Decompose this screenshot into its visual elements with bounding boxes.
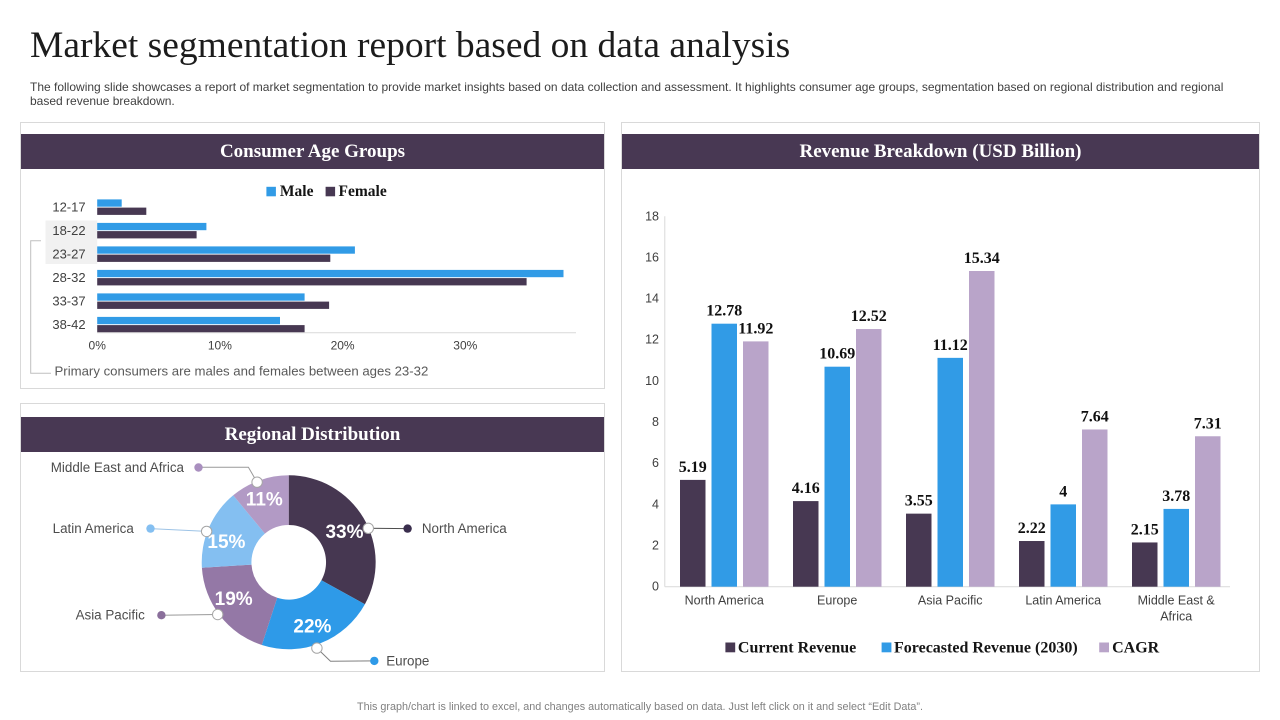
svg-text:28-32: 28-32: [52, 270, 85, 285]
svg-text:4.16: 4.16: [792, 480, 820, 497]
svg-text:23-27: 23-27: [52, 247, 85, 262]
svg-text:2: 2: [652, 539, 659, 553]
svg-text:Middle East and Africa: Middle East and Africa: [51, 460, 185, 475]
svg-text:8: 8: [652, 415, 659, 429]
svg-text:Latin America: Latin America: [53, 521, 135, 536]
svg-text:19%: 19%: [215, 589, 253, 610]
svg-text:15.34: 15.34: [964, 250, 1000, 267]
svg-text:4: 4: [652, 497, 659, 511]
svg-text:18-22: 18-22: [52, 223, 85, 238]
svg-text:6: 6: [652, 456, 659, 470]
svg-text:0%: 0%: [89, 339, 107, 353]
svg-text:Asia Pacific: Asia Pacific: [76, 608, 146, 623]
svg-text:11.12: 11.12: [933, 337, 968, 354]
svg-text:12.52: 12.52: [851, 308, 887, 325]
svg-text:Male: Male: [280, 183, 314, 200]
svg-text:10%: 10%: [208, 339, 232, 353]
svg-text:Europe: Europe: [386, 653, 429, 668]
svg-text:4: 4: [1059, 483, 1067, 500]
svg-text:7.64: 7.64: [1081, 409, 1109, 426]
svg-text:Asia Pacific: Asia Pacific: [918, 594, 983, 608]
svg-text:10: 10: [645, 374, 659, 388]
svg-text:2.22: 2.22: [1018, 520, 1046, 537]
svg-text:Forecasted Revenue (2030): Forecasted Revenue (2030): [894, 639, 1078, 656]
svg-text:22%: 22%: [293, 617, 331, 638]
svg-text:Africa: Africa: [1160, 610, 1192, 624]
svg-text:33%: 33%: [325, 522, 363, 543]
svg-text:Female: Female: [339, 183, 387, 200]
svg-text:North America: North America: [685, 594, 764, 608]
svg-text:Europe: Europe: [817, 594, 857, 608]
svg-text:12-17: 12-17: [52, 200, 85, 215]
svg-text:10.69: 10.69: [819, 346, 855, 363]
svg-text:3.55: 3.55: [905, 493, 933, 510]
svg-text:3.78: 3.78: [1162, 488, 1190, 505]
svg-text:7.31: 7.31: [1194, 415, 1222, 432]
svg-text:CAGR: CAGR: [1112, 639, 1160, 656]
svg-text:12.78: 12.78: [706, 303, 742, 320]
svg-text:14: 14: [645, 292, 659, 306]
svg-text:15%: 15%: [207, 532, 245, 553]
svg-text:11.92: 11.92: [738, 320, 773, 337]
svg-text:18: 18: [645, 209, 659, 223]
svg-text:33-37: 33-37: [52, 294, 85, 309]
svg-text:North America: North America: [422, 521, 507, 536]
svg-text:20%: 20%: [331, 339, 355, 353]
svg-text:Primary consumers are males an: Primary consumers are males and females …: [55, 364, 429, 379]
svg-text:Latin America: Latin America: [1025, 594, 1101, 608]
svg-text:30%: 30%: [453, 339, 477, 353]
svg-text:38-42: 38-42: [52, 317, 85, 332]
svg-text:12: 12: [645, 333, 659, 347]
svg-text:0: 0: [652, 580, 659, 594]
svg-text:2.15: 2.15: [1131, 522, 1159, 539]
svg-text:5.19: 5.19: [679, 459, 707, 476]
svg-text:Current Revenue: Current Revenue: [738, 639, 856, 656]
svg-text:Middle East &: Middle East &: [1138, 594, 1216, 608]
svg-text:11%: 11%: [246, 490, 283, 511]
svg-text:16: 16: [645, 250, 659, 264]
